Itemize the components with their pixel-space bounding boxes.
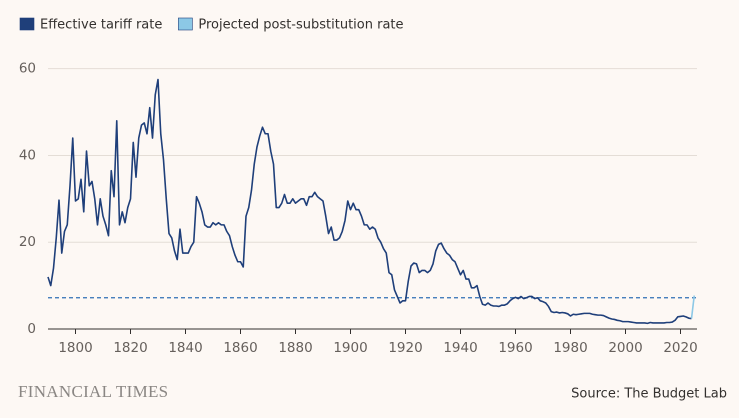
y-tick-label: 0 [27,321,36,337]
x-tick-label: 2020 [663,340,697,356]
x-tick-label: 1880 [278,340,312,356]
x-tick-label: 1800 [58,340,92,356]
x-tick-label: 1920 [388,340,422,356]
x-tick-label: 1820 [113,340,147,356]
legend-swatch [19,17,35,31]
x-tick-label: 1960 [498,340,532,356]
legend-label: Effective tariff rate [40,18,162,33]
series-line [47,78,692,325]
x-tick-label: 1940 [443,340,477,356]
legend-swatch [178,17,193,31]
series-line [690,295,696,319]
y-tick-label: 40 [19,147,36,163]
x-tick-label: 1980 [553,340,587,356]
x-tick-label: 2000 [608,340,642,356]
legend-label: Projected post-substitution rate [198,18,403,33]
x-tick-label: 1860 [223,340,257,356]
y-tick-label: 60 [19,61,36,77]
brand: FINANCIAL TIMES [18,382,168,401]
y-tick-label: 20 [19,234,36,250]
x-tick-label: 1900 [333,340,367,356]
source: Source: The Budget Lab [571,387,727,402]
x-tick-label: 1840 [168,340,202,356]
